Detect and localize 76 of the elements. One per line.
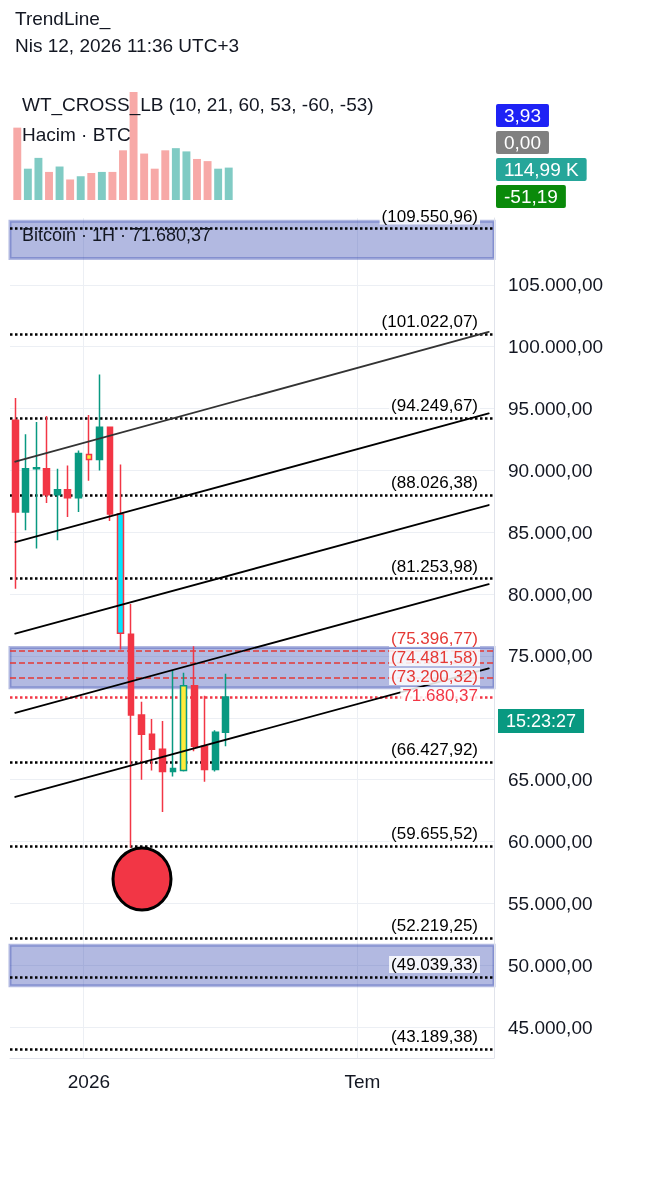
y-tick-label: 85.000,00 [508,521,593,543]
candlestick [11,397,20,590]
ref-line-label: (74.481,58) [391,648,478,668]
candlestick [74,449,83,513]
bar [13,127,22,200]
candlestick [106,426,114,522]
candlestick [211,729,220,773]
candlestick [85,414,93,482]
bar [150,168,159,200]
annotation: WT_CROSS_LB (10, 21, 60, 53, -60, -53) [22,94,374,116]
annotation: Hacim · BTC [22,124,131,145]
text: -51,19 [504,186,558,207]
text: 114,99 K [504,159,579,180]
bar [214,168,223,200]
ref-line-label: (66.427,92) [391,739,478,759]
bar [45,171,53,200]
ref-line-label: (109.550,96) [381,206,478,226]
y-tick-label: 50.000,00 [508,954,593,976]
x-tick-label: Tem [344,1071,381,1092]
candlestick [148,718,156,772]
candlestick [32,421,41,550]
bar [108,171,117,200]
candlestick [137,701,146,781]
ref-line-label: (73.200,32) [391,667,478,687]
bar [203,161,212,200]
y-tick-label: 100.000,00 [508,336,604,358]
y-tick-label: 55.000,00 [508,892,593,914]
text: 3,93 [504,105,541,126]
y-tick-label: 105.000,00 [508,274,604,296]
ref-line-label: (49.039,33) [391,955,478,975]
ref-line-label: (101.022,07) [381,312,478,332]
candlestick [158,720,167,813]
ref-line-label: 71.680,37 [402,686,478,706]
y-tick-label: 75.000,00 [508,645,593,667]
candlestick [116,463,125,651]
bar [66,179,75,200]
text: 15:23:27 [506,711,577,732]
y-tick-label: 45.000,00 [508,1016,593,1038]
ref-line-label: (94.249,67) [391,395,478,415]
ref-line-label: (43.189,38) [391,1027,478,1047]
bar [55,166,64,200]
bar [193,158,201,200]
y-tick-label: 90.000,00 [508,459,593,481]
annotation: Bitcoin · 1H · 71.680,37 [22,225,212,245]
chart-subtitle: Nis 12, 2026 11:36 UTC+3 [15,35,240,56]
x-tick-label: 2026 [67,1071,111,1092]
y-tick-label: 60.000,00 [508,831,593,853]
candlestick [95,373,104,472]
candlestick [21,433,30,531]
bar [161,150,170,200]
candlestick [42,415,51,504]
bar [119,150,127,200]
candlestick [169,669,177,778]
bar [76,176,85,200]
candlestick [53,467,62,542]
ref-line-label: (75.396,77) [391,629,478,649]
ref-line-label: (88.026,38) [391,472,478,492]
y-tick-label: 80.000,00 [508,583,593,605]
ref-line-label: (52.219,25) [391,915,478,935]
bar [171,148,180,200]
chart-title: TrendLine_ [15,8,111,30]
candlestick [179,671,188,773]
bar [23,168,32,200]
bar [224,167,233,200]
bar [87,173,96,200]
ref-line-label: (59.655,52) [391,823,478,843]
bar [182,151,191,200]
ref-line-label: (81.253,98) [391,556,478,576]
y-tick-label: 65.000,00 [508,769,593,791]
candlestick [63,464,72,518]
bar [97,171,106,200]
bar [34,157,43,200]
candlestick [221,672,230,748]
text: 0,00 [504,132,541,153]
bar [140,153,149,200]
y-tick-label: 95.000,00 [508,398,593,420]
